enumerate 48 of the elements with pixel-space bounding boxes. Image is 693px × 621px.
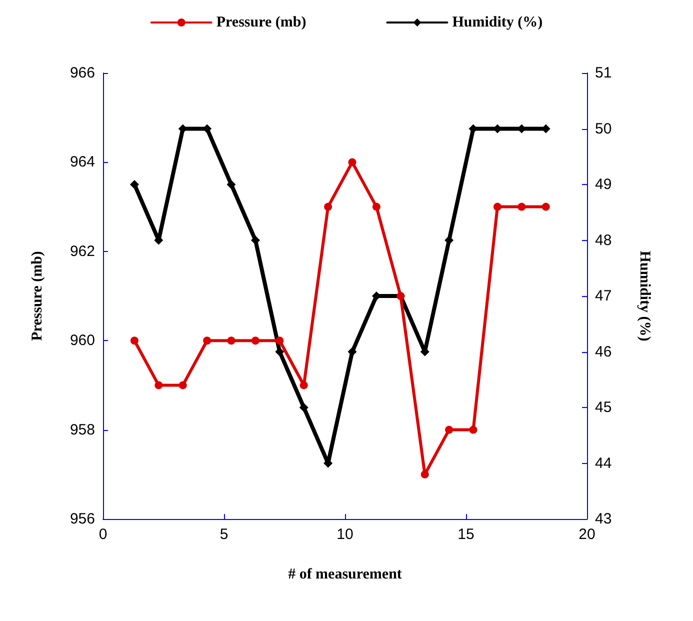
point: [251, 336, 260, 345]
y-tick-label: 958: [70, 421, 95, 438]
x-axis-title: # of measurement: [288, 566, 402, 582]
point: [420, 470, 429, 478]
point: [250, 236, 260, 245]
point: [275, 347, 284, 356]
point: [276, 336, 284, 345]
y2-tick-label: 43: [595, 510, 612, 528]
point: [130, 336, 138, 345]
point: [154, 381, 163, 390]
y2-axis-title: Humidity (%): [636, 250, 652, 342]
point: [445, 426, 454, 434]
y2-tick-label: 49: [595, 176, 612, 193]
point: [130, 180, 139, 189]
point: [226, 180, 236, 189]
legend-label: Humidity (%): [452, 14, 543, 30]
y2-tick-label: 45: [595, 399, 612, 416]
legend-label: Pressure (mb): [216, 14, 306, 30]
y2-tick-label: 48: [595, 232, 612, 249]
y2-tick-label: 47: [595, 288, 612, 304]
point: [203, 336, 212, 345]
point: [227, 336, 236, 345]
point: [299, 403, 308, 412]
x-tick-label: 15: [458, 526, 474, 543]
y2-tick-label: 50: [595, 120, 612, 138]
y-tick-label: 960: [70, 332, 95, 350]
point: [542, 202, 550, 211]
y2-tick-label: 44: [595, 454, 612, 472]
y2-tick-label: 46: [595, 343, 612, 360]
y-tick-label: 962: [70, 242, 95, 260]
y-tick-label: 956: [70, 510, 95, 528]
point: [493, 202, 502, 211]
y-axis-title: Pressure (mb): [30, 251, 46, 341]
x-tick-label: 10: [336, 526, 354, 543]
x-tick-label: 5: [220, 526, 228, 543]
point: [324, 202, 332, 211]
point: [372, 202, 380, 211]
point: [348, 158, 356, 166]
point: [444, 236, 454, 245]
x-tick-label: 0: [98, 526, 108, 543]
point: [300, 381, 308, 390]
y2-tick-label: 51: [595, 64, 612, 82]
y-tick-label: 964: [70, 154, 95, 171]
point: [518, 202, 526, 211]
point: [178, 381, 187, 390]
y-tick-label: 966: [70, 64, 95, 82]
point: [469, 426, 478, 434]
x-tick-label: 20: [578, 526, 596, 543]
